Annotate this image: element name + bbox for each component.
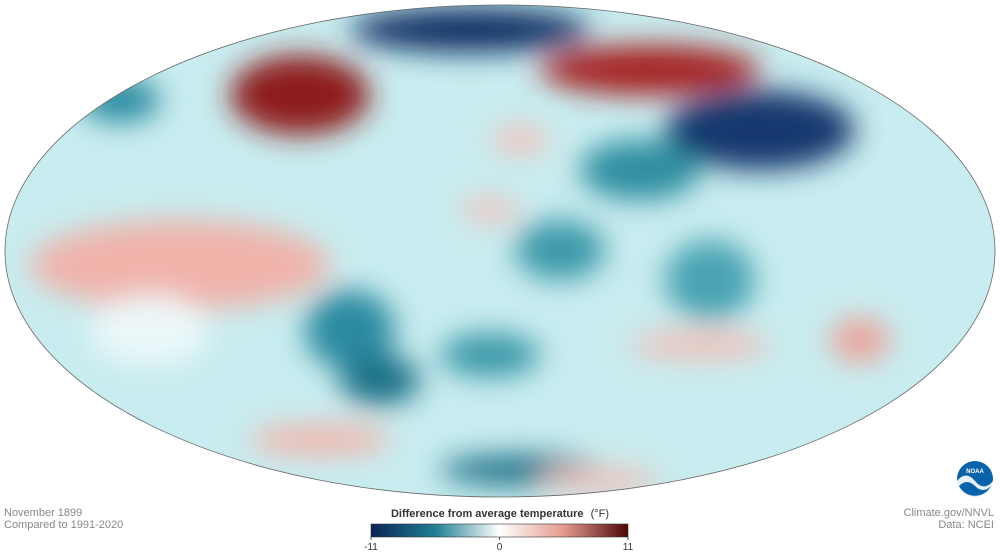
noaa-logo: NOAA	[957, 461, 993, 499]
anomaly-map	[5, 5, 995, 497]
tick-label: 11	[623, 542, 634, 553]
tick-label: 0	[497, 542, 503, 553]
logo-text: NOAA	[966, 469, 984, 475]
date-label: November 1899	[4, 507, 82, 519]
source-credit: Data: NCEI	[938, 519, 994, 531]
tick-label: -11	[364, 542, 378, 553]
legend-unit: (°F)	[591, 508, 609, 520]
baseline-label: Compared to 1991-2020	[4, 519, 123, 531]
site-credit: Climate.gov/NNVL	[904, 507, 994, 519]
legend-title-text: Difference from average temperature	[391, 508, 584, 520]
globe-outline	[4, 4, 996, 498]
color-bar	[370, 523, 629, 538]
legend-ticks: -11 0 11	[364, 537, 634, 553]
legend-title: Difference from average temperature (°F)	[391, 508, 609, 520]
